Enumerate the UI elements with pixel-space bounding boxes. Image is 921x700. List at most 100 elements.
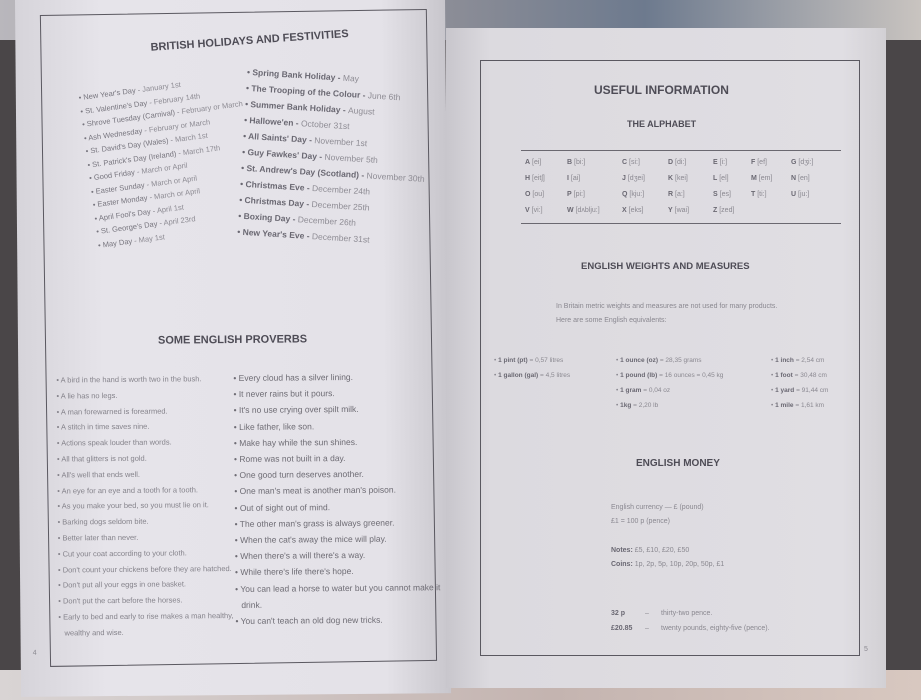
alphabet-letter: N [en] [791, 171, 831, 187]
letter: K [668, 175, 674, 182]
pronunciation: [bi:] [574, 159, 586, 166]
holiday-name: New Year's Eve [242, 226, 305, 241]
pronunciation: [ef] [757, 159, 767, 166]
alphabet-letter: Z [zed] [713, 203, 751, 219]
proverb-item: Don't put the cart before the horses. [58, 592, 233, 609]
measure-value: = 1,61 km [795, 402, 825, 409]
proverb-item: Make hay while the sun shines. [234, 433, 439, 451]
measure-value: = 4,5 litres [540, 372, 571, 379]
proverb-item: When the cat's away the mice will play. [235, 530, 440, 548]
pronunciation: [pi:] [573, 191, 585, 198]
alphabet-letter: T [ti:] [751, 187, 791, 203]
money-example: £20.85 – twenty pounds, eighty-five (pence… [611, 621, 770, 636]
currency-line-2: £1 = 100 p (pence) [611, 518, 670, 525]
measure-value: = 16 ounces = 0,45 kg [659, 372, 724, 379]
measure-value: = 2,20 lb [633, 402, 659, 409]
notes-label: Notes: [611, 547, 633, 554]
pronunciation: [ou] [532, 191, 545, 198]
proverb-item: Early to bed and early to rise makes a m… [58, 608, 233, 625]
alphabet-letter: U [ju:] [791, 187, 831, 203]
letter: H [525, 175, 531, 182]
currency-line-1: English currency — £ (pound) [611, 504, 704, 511]
alphabet-letter: H [eitʃ] [525, 171, 567, 187]
alphabet-letter: O [ou] [525, 187, 567, 203]
pronunciation: [kei] [675, 175, 688, 182]
pronunciation: [ai] [570, 175, 581, 182]
notes-value: £5, £10, £20, £50 [634, 547, 690, 554]
proverb-item: Cut your coat according to your cloth. [58, 545, 233, 562]
alphabet-letter: A [ei] [525, 155, 567, 171]
proverb-item: It never rains but it pours. [233, 384, 438, 402]
pronunciation: [dʒei] [627, 175, 645, 182]
holiday-date: May [342, 72, 360, 84]
money-title: ENGLISH MONEY [636, 458, 720, 469]
proverb-item: A bird in the hand is worth two in the b… [56, 371, 231, 388]
proverb-item: Rome was not built in a day. [234, 449, 439, 467]
proverb-item: An eye for an eye and a tooth for a toot… [57, 482, 232, 499]
alphabet-letter: M [em] [751, 171, 791, 187]
holiday-name: Boxing Day [243, 210, 291, 224]
alphabet-letter: F [ef] [751, 155, 791, 171]
page-number: 4 [32, 649, 37, 657]
measures-weight: 1 ounce (oz) = 28,35 grams1 pound (lb) =… [616, 353, 723, 413]
letter: Y [668, 207, 673, 214]
pronunciation: [dʌblju:] [575, 207, 600, 214]
measure-item: 1 mile = 1,61 km [771, 398, 828, 413]
letter: U [791, 191, 797, 198]
coins-value: 1p, 2p, 5p, 10p, 20p, 50p, £1 [634, 561, 725, 568]
holiday-date: March 17th [182, 142, 221, 157]
measure-unit: 1 gallon (gal) [498, 372, 539, 379]
alphabet-table: A [ei] B [bi:] C [si:] D [di:] E [i:] F [ef] G… [521, 150, 841, 224]
measure-value: = 2,54 cm [795, 357, 825, 364]
pronunciation: [ei] [532, 159, 542, 166]
pronunciation: [eks] [628, 207, 644, 214]
proverb-item: When there's a will there's a way. [235, 546, 440, 564]
proverb-item: As you make your bed, so you must lie on… [57, 497, 232, 514]
alphabet-title: THE ALPHABET [627, 119, 697, 129]
letter: J [622, 175, 626, 182]
pronunciation: [kju:] [629, 191, 645, 198]
dash: – [645, 610, 649, 617]
measure-unit: 1kg [620, 402, 632, 409]
alphabet-letter: R [a:] [668, 187, 713, 203]
letter: Q [622, 191, 628, 198]
pronunciation: [si:] [629, 159, 640, 166]
pronunciation: [dʒi:] [798, 159, 814, 166]
proverb-item: You can lead a horse to water but you ca… [235, 579, 440, 597]
alphabet-row: H [eitʃ] I [ai] J [dʒei] K [kei] L [el] M [em… [521, 171, 841, 187]
measure-value: = 0,04 oz [643, 387, 671, 394]
letter: D [668, 159, 674, 166]
dash: – [645, 625, 649, 632]
useful-info-title: USEFUL INFORMATION [594, 83, 729, 97]
proverb-item: Like father, like son. [234, 417, 439, 435]
measure-item: 1 pint (pt) = 0,57 litres [494, 353, 570, 368]
money-example: 32 p – thirty-two pence. [611, 606, 770, 621]
pronunciation: [vi:] [531, 207, 543, 214]
weights-title: ENGLISH WEIGHTS AND MEASURES [581, 261, 750, 272]
letter: M [751, 175, 757, 182]
alphabet-letter: V [vi:] [525, 203, 567, 219]
letter: B [567, 159, 573, 166]
page-number: 5 [864, 646, 868, 653]
measure-item: 1 pound (lb) = 16 ounces = 0,45 kg [616, 368, 723, 383]
pronunciation: [en] [798, 175, 810, 182]
proverb-item: The other man's grass is always greener. [235, 514, 440, 532]
proverb-item: Don't count your chickens before they ar… [58, 561, 233, 578]
alphabet-letter: G [dʒi:] [791, 155, 831, 171]
amount-words: thirty-two pence. [661, 610, 713, 617]
proverb-item: While there's life there's hope. [235, 563, 440, 581]
measure-unit: 1 inch [775, 357, 794, 364]
proverb-item: All that glitters is not gold. [57, 450, 232, 467]
letter: X [622, 207, 627, 214]
pronunciation: [ti:] [757, 191, 767, 198]
proverb-item: A man forewarned is forearmed. [57, 403, 232, 420]
holiday-name: Christmas Day [244, 194, 305, 209]
proverbs-list-1: A bird in the hand is worth two in the b… [56, 371, 234, 641]
holiday-name: May Day [102, 236, 133, 249]
pronunciation: [zed] [719, 207, 735, 214]
alphabet-letter: Q [kju:] [622, 187, 668, 203]
pronunciation: [ju:] [798, 191, 810, 198]
pronunciation: [el] [719, 175, 729, 182]
measure-unit: 1 pint (pt) [498, 357, 528, 364]
alphabet-row: O [ou] P [pi:] Q [kju:] R [a:] S [es] T [ti:]… [521, 187, 841, 203]
